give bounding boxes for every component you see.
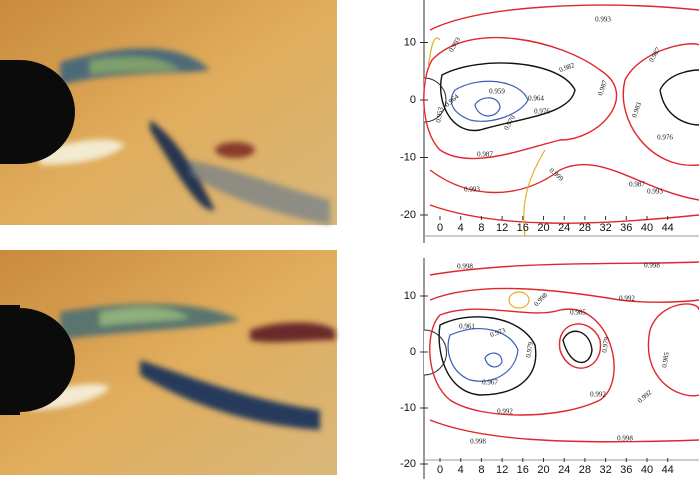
contour-label: 0.964 bbox=[528, 95, 544, 103]
x-tick-label: 32 bbox=[599, 222, 611, 234]
y-tick-label: 10 bbox=[404, 36, 416, 48]
x-tick-label: 8 bbox=[478, 222, 484, 234]
x-tick-label: 4 bbox=[458, 222, 464, 234]
contour-label: 0.998 bbox=[457, 263, 473, 271]
y-tick-label: -20 bbox=[400, 458, 416, 470]
y-tick-label: -10 bbox=[400, 151, 416, 163]
contour-label: 0.998 bbox=[470, 438, 486, 446]
contour-label: 0.979 bbox=[600, 336, 611, 353]
contour-label: 0.982 bbox=[558, 61, 576, 74]
contour-plot-top bbox=[423, 0, 699, 243]
x-tick-label: 16 bbox=[517, 222, 529, 234]
contour-label: 0.973 bbox=[489, 326, 507, 339]
x-tick-label: 32 bbox=[599, 464, 611, 476]
contour-label: 0.987 bbox=[629, 181, 645, 189]
contour-label: 0.976 bbox=[534, 108, 550, 116]
contour-label: 0.967 bbox=[482, 379, 498, 387]
contour-label: 0.961 bbox=[459, 323, 475, 331]
x-tick-label: 24 bbox=[558, 464, 570, 476]
y-tick-label: 0 bbox=[410, 346, 416, 358]
y-tick-label: -10 bbox=[400, 402, 416, 414]
contour-label: 0.987 bbox=[477, 151, 493, 159]
x-tick-label: 12 bbox=[496, 222, 508, 234]
contour-label: 0.998 bbox=[617, 435, 633, 443]
contour-label: 0.979 bbox=[524, 341, 535, 358]
contour-label: 0.993 bbox=[464, 186, 480, 194]
x-tick-label: 28 bbox=[579, 222, 591, 234]
y-tick-label: 0 bbox=[410, 94, 416, 106]
contour-label: 0.953 bbox=[434, 106, 445, 123]
x-tick-label: 4 bbox=[458, 464, 464, 476]
x-tick-label: 44 bbox=[662, 464, 674, 476]
contour-label: 0.992 bbox=[497, 408, 513, 416]
x-tick-label: 8 bbox=[478, 464, 484, 476]
y-tick-label: 10 bbox=[404, 290, 416, 302]
contour-label: 0.959 bbox=[489, 88, 505, 96]
x-tick-label: 20 bbox=[537, 464, 549, 476]
contour-label: 0.987 bbox=[596, 79, 609, 97]
contour-label: 0.993 bbox=[595, 16, 611, 24]
x-tick-label: 12 bbox=[496, 464, 508, 476]
x-tick-label: 40 bbox=[641, 222, 653, 234]
contour-label: 0.992 bbox=[636, 388, 654, 405]
contour-label: 0.976 bbox=[657, 134, 673, 142]
x-tick-label: 0 bbox=[437, 222, 443, 234]
x-tick-label: 36 bbox=[620, 222, 632, 234]
contour-label: 0.985 bbox=[570, 309, 586, 317]
photo-top bbox=[0, 0, 337, 225]
x-tick-label: 44 bbox=[662, 222, 674, 234]
contour-label: 0.985 bbox=[660, 351, 671, 368]
contour-label: 0.993 bbox=[447, 36, 462, 54]
contour-label: 0.998 bbox=[644, 262, 660, 270]
x-tick-label: 36 bbox=[620, 464, 632, 476]
x-tick-label: 28 bbox=[579, 464, 591, 476]
contour-label: 0.998 bbox=[532, 291, 549, 308]
x-tick-label: 40 bbox=[641, 464, 653, 476]
x-tick-label: 20 bbox=[537, 222, 549, 234]
contour-plot-bottom bbox=[423, 258, 699, 479]
photo-bottom bbox=[0, 250, 337, 475]
x-tick-label: 0 bbox=[437, 464, 443, 476]
x-tick-label: 16 bbox=[517, 464, 529, 476]
y-tick-label: -20 bbox=[400, 209, 416, 221]
contour-label: 0.992 bbox=[590, 391, 606, 399]
contour-label: 0.992 bbox=[619, 295, 635, 303]
contour-label: 0.983 bbox=[630, 101, 643, 119]
contour-label: 0.987 bbox=[647, 46, 662, 64]
contour-label: 0.993 bbox=[647, 188, 663, 196]
x-tick-label: 24 bbox=[558, 222, 570, 234]
contour-label: 0.970 bbox=[502, 114, 517, 132]
